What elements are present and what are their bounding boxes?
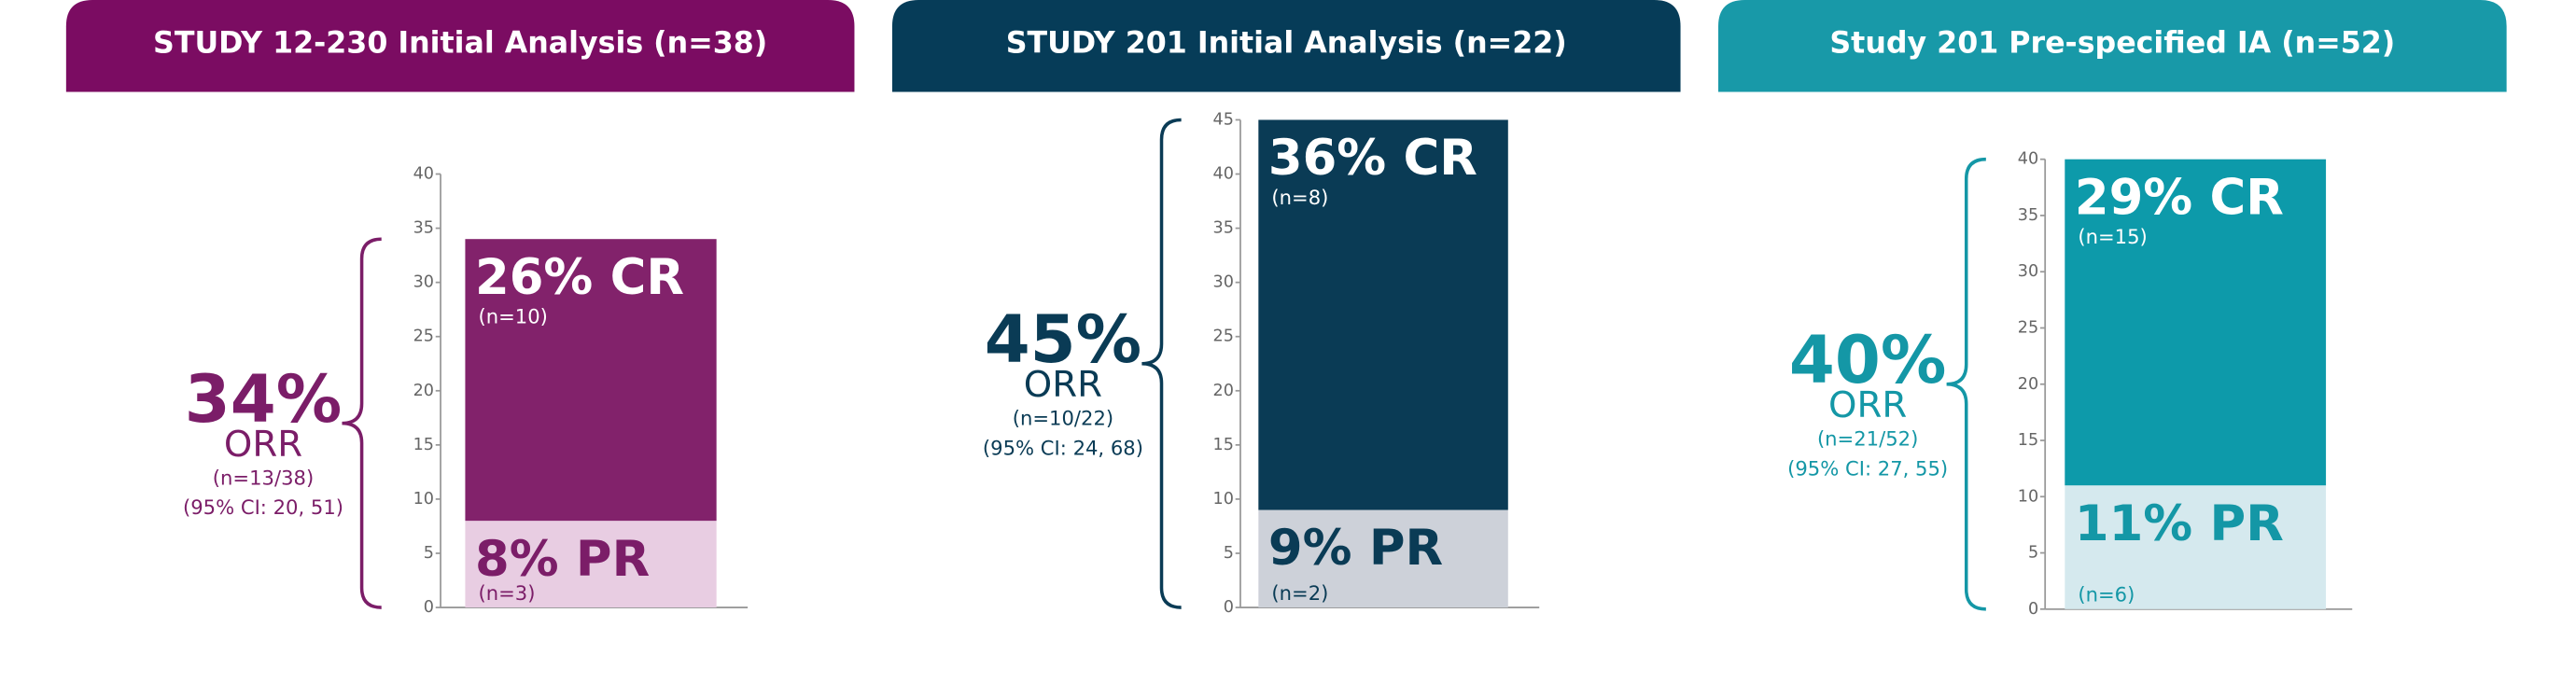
y-tick-label: 45 [1213,110,1234,129]
segment-label: 8% PR [475,531,650,588]
y-tick-label: 5 [424,544,434,563]
y-tick-label: 40 [413,165,434,184]
orr-value: 34% [185,361,342,438]
orr-label: ORR [1828,384,1907,426]
y-tick-label: 40 [1213,165,1234,184]
segment-label: 36% CR [1268,130,1477,187]
y-tick-label: 20 [1213,382,1234,400]
y-tick-label: 0 [424,598,434,617]
y-tick-label: 25 [2018,318,2038,337]
segment-sublabel: (n=6) [2078,583,2135,606]
y-tick-label: 0 [2028,600,2038,619]
orr-ci: (95% CI: 20, 51) [183,495,343,519]
segment-sublabel: (n=10) [479,305,548,328]
y-tick-label: 40 [2018,150,2038,169]
segment-sublabel: (n=8) [1271,186,1328,209]
segment-sublabel: (n=3) [479,581,536,605]
orr-brace [1946,157,1986,611]
orr-n: (n=10/22) [1013,407,1113,430]
orr-ci: (95% CI: 27, 55) [1787,456,1948,480]
bar-segment [465,521,717,608]
y-tick-label: 0 [1224,598,1234,617]
orr-ci: (95% CI: 24, 68) [983,436,1143,459]
segment-label: 29% CR [2075,169,2284,226]
y-tick-label: 35 [413,219,434,238]
header-title: STUDY 201 Initial Analysis (n=22) [1006,27,1567,61]
y-tick-label: 25 [1213,328,1234,346]
y-tick-label: 15 [1213,436,1234,454]
segment-sublabel: (n=15) [2078,225,2147,248]
y-tick-label: 10 [413,490,434,509]
header-bg [1718,0,2507,92]
y-tick-label: 10 [2018,487,2038,506]
y-tick-label: 15 [413,436,434,454]
orr-brace [1141,118,1182,609]
segment-sublabel: (n=2) [1271,581,1328,605]
header-title: STUDY 12-230 Initial Analysis (n=38) [153,27,767,61]
y-tick-label: 25 [413,328,434,346]
header-title: Study 201 Pre-specified IA (n=52) [1829,27,2395,61]
bar-segment [2065,485,2327,609]
y-tick-label: 30 [1213,273,1234,292]
y-tick-label: 20 [2018,375,2038,394]
orr-brace [342,237,382,609]
header-bg [65,0,855,92]
bar-segment [1258,119,1508,510]
segment-label: 9% PR [1268,520,1443,577]
orr-value: 40% [1789,322,1946,398]
y-tick-label: 30 [2018,262,2038,281]
y-tick-label: 10 [1213,490,1234,509]
y-tick-label: 20 [413,382,434,400]
orr-label: ORR [1024,364,1102,406]
segment-label: 11% PR [2075,495,2284,552]
bar-segment [2065,159,2327,486]
orr-label: ORR [224,424,302,466]
header-bg [891,0,1681,92]
y-tick-label: 35 [2018,206,2038,225]
orr-n: (n=13/38) [213,466,314,489]
y-tick-label: 5 [1224,544,1234,563]
y-tick-label: 35 [1213,219,1234,238]
segment-label: 26% CR [475,249,684,306]
bar-segment [465,239,717,522]
y-tick-label: 15 [2018,431,2038,450]
orr-value: 45% [985,301,1141,378]
y-tick-label: 30 [413,273,434,292]
y-tick-label: 5 [2028,544,2038,563]
bar-segment [1258,509,1508,608]
orr-n: (n=21/52) [1817,427,1918,451]
